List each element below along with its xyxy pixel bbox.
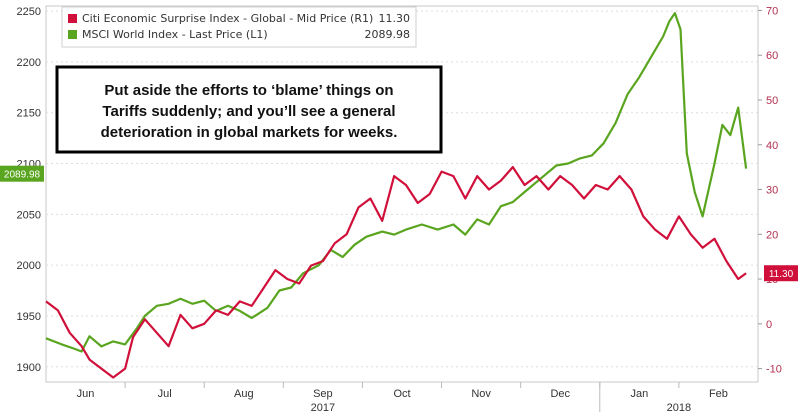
x-tick-label: Jun (77, 388, 95, 400)
y-left-tick-label: 2250 (17, 6, 41, 18)
y-right-tick-label: 60 (766, 50, 778, 62)
x-tick-label: Oct (393, 388, 410, 400)
tag-right-bg (764, 265, 798, 282)
legend-value-citi: 11.30 (379, 12, 411, 25)
y-right-tick-label: 70 (766, 5, 778, 17)
plot-border (45, 5, 759, 383)
series-line-citi (45, 166, 747, 379)
x-axis: Jun Jul Aug Sep Oct Nov Dec Jan Feb 2017 2018 (77, 388, 728, 414)
x-tick-label: Dec (550, 388, 570, 400)
x-year-label: 2017 (311, 402, 335, 414)
y-left-tick-label: 2150 (17, 108, 41, 120)
legend-swatch-citi (68, 14, 77, 23)
y-right-tick-label: 0 (766, 319, 772, 331)
x-tick-label: Jul (158, 388, 172, 400)
annotation-line-3: deterioration in global markets for week… (101, 124, 398, 141)
annotation-frame (55, 65, 443, 154)
y-right-tick-label: 50 (766, 95, 778, 107)
x-tick-label: Sep (313, 388, 333, 400)
y-right-tick-label: 30 (766, 185, 778, 197)
last-value-tag-right: 11.30 (764, 265, 798, 282)
legend-swatch-msci (68, 30, 77, 39)
series-line-msci (45, 12, 748, 353)
x-tick-label: Aug (234, 388, 254, 400)
tag-left-bg (0, 165, 44, 182)
y-right-tick-label: 20 (766, 229, 778, 241)
last-value-tag-left: 2089.98 (0, 165, 44, 182)
y-left-tick-label: 1900 (17, 362, 41, 374)
y-left-tick-label: 2000 (17, 260, 41, 272)
annotation-line-2: Tariffs suddenly; and you’ll see a gener… (102, 103, 395, 120)
legend-label-msci: MSCI World Index - Last Price (L1) (82, 28, 268, 41)
y-right-tick-label: 40 (766, 140, 778, 152)
x-year-label: 2018 (667, 402, 691, 414)
y-axis-right: -10010203040506070 (758, 5, 782, 376)
y-left-tick-label: 2200 (17, 57, 41, 69)
legend-label-citi: Citi Economic Surprise Index - Global - … (82, 12, 373, 25)
legend: Citi Economic Surprise Index - Global - … (61, 6, 417, 48)
annotation-line-1: Put aside the efforts to ‘blame’ things … (104, 82, 393, 99)
annotation-box: Put aside the efforts to ‘blame’ things … (55, 65, 443, 154)
legend-value-msci: 2089.98 (365, 28, 411, 41)
y-left-tick-label: 2050 (17, 209, 41, 221)
y-left-tick-label: 1950 (17, 311, 41, 323)
x-tick-label: Nov (471, 388, 491, 400)
tag-right-text: 11.30 (769, 269, 794, 280)
y-right-tick-label: -10 (766, 364, 782, 376)
x-tick-label: Feb (709, 388, 728, 400)
x-tick-label: Jan (630, 388, 648, 400)
legend-box (61, 6, 417, 48)
tag-left-text: 2089.98 (4, 170, 41, 181)
series-lines (45, 12, 748, 379)
